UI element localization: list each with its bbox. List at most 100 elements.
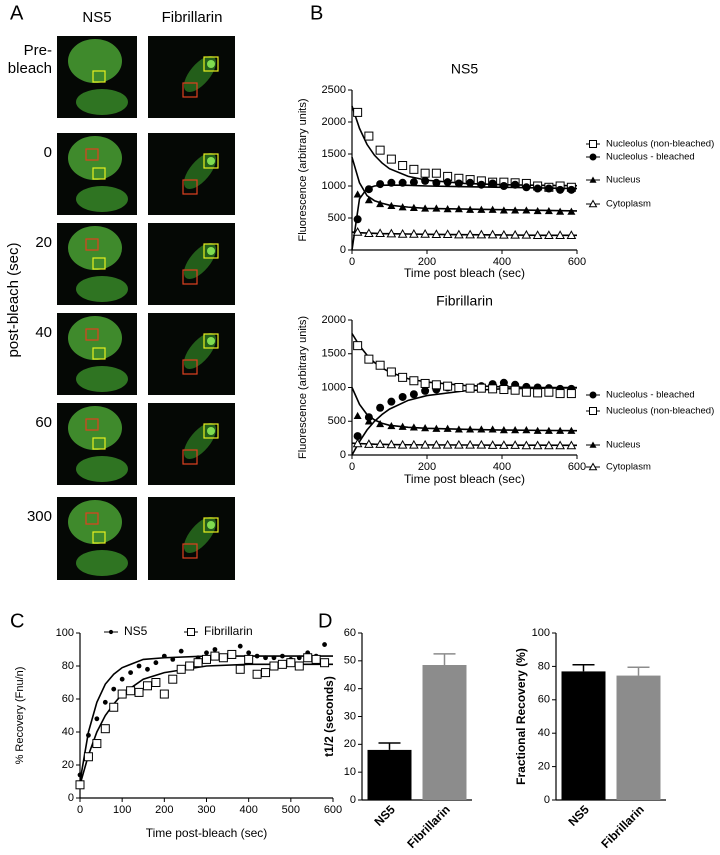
- marker: [397, 439, 408, 449]
- marker: [487, 229, 498, 239]
- marker: [556, 207, 565, 215]
- roi-box: [85, 148, 99, 161]
- marker: [466, 178, 475, 187]
- roi-box: [182, 269, 198, 285]
- panel-label: C: [10, 610, 24, 632]
- marker: [117, 689, 127, 699]
- x-tick-label: 100: [113, 804, 131, 816]
- y-tick-label: 1500: [322, 148, 346, 160]
- marker: [252, 669, 262, 679]
- marker: [533, 426, 542, 434]
- marker: [477, 205, 486, 213]
- error-bar: [378, 742, 401, 750]
- y-axis-label: t1/2 (seconds): [322, 676, 336, 757]
- marker: [387, 397, 396, 406]
- marker: [431, 439, 442, 449]
- marker: [431, 229, 442, 239]
- marker: [263, 655, 268, 661]
- x-tick-label: 600: [324, 804, 342, 816]
- fit-curve: [351, 184, 578, 251]
- y-tick-label: 100: [56, 627, 74, 639]
- y-tick-label: 80: [62, 660, 74, 672]
- marker: [499, 440, 509, 449]
- marker: [442, 439, 453, 449]
- y-tick-label: 0: [68, 792, 74, 804]
- cell: [68, 39, 122, 83]
- x-tick-label: 400: [239, 804, 257, 816]
- roi-box: [85, 328, 99, 341]
- marker: [466, 425, 475, 433]
- fit-curve: [351, 105, 578, 187]
- marker: [443, 178, 452, 187]
- y-tick-label: 1500: [322, 348, 346, 360]
- marker: [364, 196, 373, 204]
- bar: [616, 675, 661, 800]
- marker: [409, 164, 419, 174]
- x-tick-label: 600: [568, 256, 586, 268]
- marker: [499, 182, 508, 190]
- y-tick-label: 10: [344, 766, 356, 778]
- marker: [510, 229, 520, 239]
- cell: [76, 276, 128, 302]
- y-tick-label: 80: [538, 660, 550, 672]
- x-tick-label: Fibrillarin: [598, 802, 647, 851]
- y-tick-label: 0: [350, 794, 356, 806]
- marker: [398, 372, 408, 382]
- marker: [465, 383, 475, 393]
- marker: [499, 229, 509, 239]
- roi-box: [85, 418, 99, 431]
- marker: [432, 178, 441, 187]
- x-axis-label: Time post-bleach (sec): [146, 826, 268, 840]
- x-tick-label: NS5: [371, 802, 398, 829]
- marker: [555, 440, 565, 450]
- marker: [522, 183, 531, 192]
- marker: [185, 661, 195, 671]
- y-tick-label: 500: [328, 415, 346, 427]
- marker: [136, 663, 142, 669]
- marker: [544, 230, 554, 239]
- marker: [170, 657, 176, 662]
- marker: [75, 780, 85, 790]
- y-tick-label: 40: [344, 683, 356, 695]
- y-axis-label: % Recovery (Fnu/n): [14, 667, 26, 765]
- y-tick-label: 500: [328, 212, 346, 224]
- roi-box: [203, 153, 219, 169]
- x-tick-label: NS5: [565, 802, 592, 829]
- cell: [68, 500, 122, 544]
- fit-curve: [351, 442, 578, 447]
- marker: [499, 378, 508, 387]
- legend-label: Fibrillarin: [204, 624, 253, 638]
- marker: [376, 199, 385, 208]
- marker: [218, 653, 228, 663]
- marker: [375, 439, 385, 448]
- marker: [566, 389, 576, 399]
- panel-label: A: [10, 2, 24, 24]
- marker: [454, 179, 463, 188]
- row-axis-label: post-bleach (sec): [5, 242, 22, 357]
- error-bar: [627, 666, 650, 676]
- marker: [193, 658, 203, 668]
- marker: [567, 426, 576, 434]
- y-tick-label: 2000: [322, 116, 346, 128]
- legend-label: Nucleolus (non-bleached): [606, 139, 714, 150]
- marker: [227, 649, 237, 659]
- x-tick-label: 0: [77, 804, 83, 816]
- marker: [533, 184, 542, 193]
- legend-label: Nucleolus - bleached: [606, 152, 695, 163]
- marker: [443, 381, 453, 391]
- marker: [353, 215, 362, 224]
- marker: [178, 648, 184, 654]
- roi-box: [182, 179, 198, 195]
- marker: [521, 387, 531, 397]
- marker: [420, 228, 430, 238]
- cell: [76, 456, 128, 482]
- marker: [398, 178, 407, 187]
- marker: [202, 654, 211, 664]
- x-tick-label: 300: [197, 804, 215, 816]
- legend-marker: [589, 407, 597, 415]
- marker: [151, 678, 161, 687]
- marker: [477, 425, 486, 433]
- marker: [409, 203, 418, 211]
- marker: [409, 178, 418, 187]
- roi-box: [85, 512, 99, 525]
